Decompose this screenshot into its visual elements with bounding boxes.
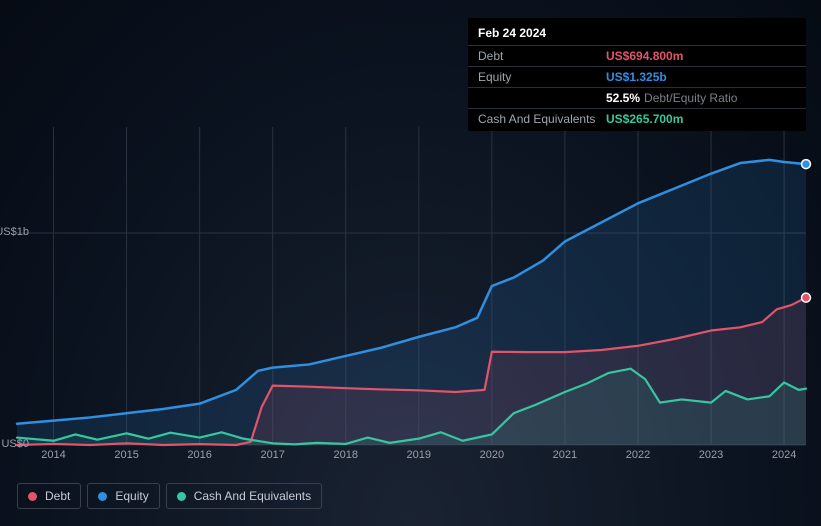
y-tick-label: US$0 [1, 438, 29, 450]
x-tick-label: 2014 [41, 449, 65, 461]
x-tick-label: 2022 [626, 449, 650, 461]
tooltip-row-label: Debt [478, 49, 606, 63]
tooltip-row-label: Equity [478, 70, 606, 84]
x-tick-label: 2024 [772, 449, 796, 461]
chart-tooltip: Feb 24 2024 DebtUS$694.800mEquityUS$1.32… [468, 18, 806, 131]
legend-item-debt[interactable]: Debt [17, 483, 81, 509]
x-axis-labels: 2014 2015 2016 2017 2018 2019 2020 2021 2022 2023… [17, 449, 806, 465]
legend-dot [28, 492, 37, 501]
tooltip-row-value: 52.5%Debt/Equity Ratio [606, 91, 737, 105]
legend-item-cash-and-equivalents[interactable]: Cash And Equivalents [166, 483, 322, 509]
tooltip-date: Feb 24 2024 [468, 20, 806, 45]
tooltip-row-label: Cash And Equivalents [478, 112, 606, 126]
y-tick-label: US$1b [0, 226, 29, 238]
x-tick-label: 2021 [553, 449, 577, 461]
tooltip-row: DebtUS$694.800m [468, 45, 806, 66]
legend-dot [98, 492, 107, 501]
tooltip-row-value: US$1.325b [606, 70, 667, 84]
x-tick-label: 2016 [187, 449, 211, 461]
tooltip-row: EquityUS$1.325b [468, 66, 806, 87]
tooltip-row: 52.5%Debt/Equity Ratio [468, 87, 806, 108]
legend-item-equity[interactable]: Equity [87, 483, 159, 509]
x-tick-label: 2015 [114, 449, 138, 461]
x-tick-label: 2020 [480, 449, 504, 461]
legend-label: Debt [45, 489, 70, 503]
legend-label: Equity [115, 489, 148, 503]
tooltip-row: Cash And EquivalentsUS$265.700m [468, 108, 806, 129]
x-tick-label: 2019 [407, 449, 431, 461]
tooltip-row-value: US$265.700m [606, 112, 683, 126]
tooltip-row-value: US$694.800m [606, 49, 683, 63]
legend-dot [177, 492, 186, 501]
x-tick-label: 2023 [699, 449, 723, 461]
chart-svg [17, 127, 806, 445]
x-tick-label: 2018 [334, 449, 358, 461]
legend-label: Cash And Equivalents [194, 489, 311, 503]
chart-legend: Debt Equity Cash And Equivalents [17, 483, 322, 509]
chart-plot-area [17, 127, 806, 445]
x-tick-label: 2017 [260, 449, 284, 461]
tooltip-row-label [478, 91, 606, 105]
